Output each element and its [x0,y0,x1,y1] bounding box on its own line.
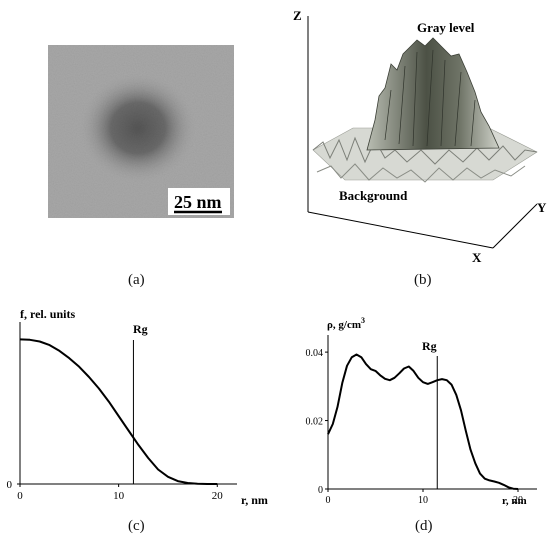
chart-d-series-line [327,353,519,490]
y-axis [492,203,538,249]
chart-d-xtick-label: 0 [326,495,331,506]
chart-c-ylabel: f, rel. units [20,307,75,321]
particle-spot [78,72,198,184]
panel-c: f, rel. units r, nm Rg 0 10 20 0 (c) [0,300,275,542]
gray-level-label: Gray level [417,20,475,35]
panel-b-caption: (b) [414,272,432,288]
x-axis [307,211,494,249]
chart-c-xlabel: r, nm [241,493,268,507]
background-label: Background [339,188,408,203]
background-noise-front [316,163,526,183]
chart-c-xtick-label: 20 [212,490,224,502]
gray-level-surface [366,37,500,151]
chart-c: f, rel. units r, nm Rg 0 10 20 0 [7,307,268,507]
panel-b: Z Y X Gray level Background (b) [275,0,550,300]
chart-d-xtick-label: 10 [418,495,428,506]
chart-d-ytick-label: 0.02 [306,417,324,428]
micrograph-figure: 25 nm [48,45,234,218]
panel-a-caption: (a) [128,272,145,288]
axis-y-label: Y [537,200,547,215]
chart-d-xtick-label: 20 [513,495,523,506]
chart-c-xtick-label: 0 [17,490,23,502]
chart-d-ytick-label: 0.04 [306,348,324,359]
chart-c-series-line [19,338,218,485]
chart-c-xtick-label: 10 [113,490,125,502]
chart-d: ρ, g/cm3 r, nm Rg 0 10 20 0 0.02 0.04 [306,316,537,507]
chart-d-xlabel: r, nm [502,495,527,507]
panel-a: 25 nm (a) [0,0,275,300]
chart-d-marker-label: Rg [422,339,437,353]
chart-c-marker-label: Rg [133,322,148,336]
panel-d-caption: (d) [415,518,433,534]
chart-d-ytick-label: 0 [318,485,323,496]
chart-d-ylabel: ρ, g/cm3 [327,316,365,331]
axis-x-label: X [472,250,482,265]
chart-c-ytick-label: 0 [7,479,13,491]
background-noise [312,136,538,165]
panel-c-caption: (c) [128,518,145,534]
scale-bar-box [168,188,230,215]
axis-z-label: Z [293,8,302,23]
scale-bar-label: 25 nm [174,192,222,212]
surface-plot-figure: Z Y X Gray level Background [293,8,547,265]
surface-spikes [384,49,476,147]
panel-d: ρ, g/cm3 r, nm Rg 0 10 20 0 0.02 0.04 (d) [275,300,550,542]
